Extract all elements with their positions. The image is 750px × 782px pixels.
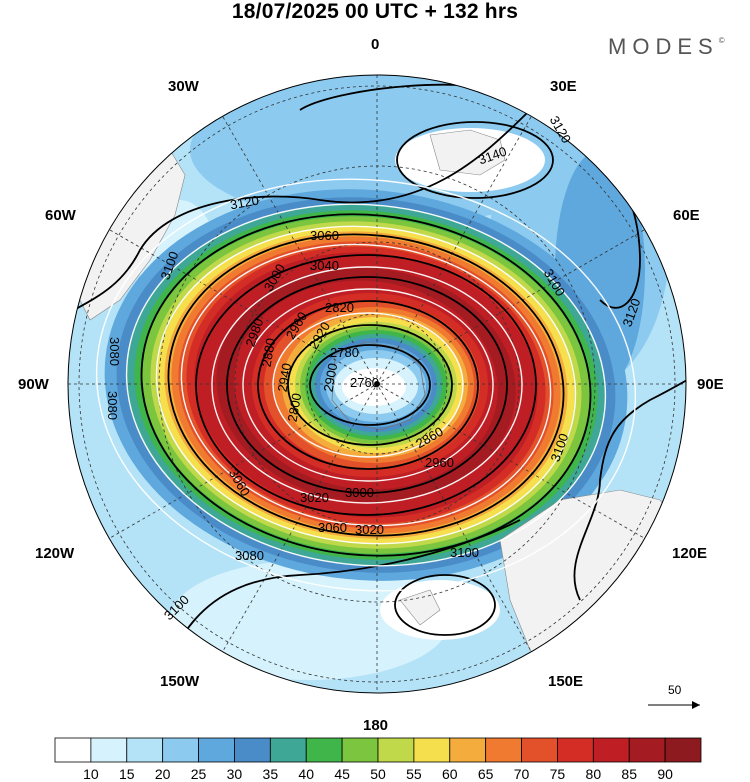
colorbar-swatch: [126, 737, 164, 763]
colorbar-swatch: [234, 737, 271, 763]
lon-label-30e: 30E: [550, 78, 577, 95]
south-pole-marker: [374, 381, 380, 387]
lon-label-60e: 60E: [673, 207, 700, 224]
colorbar-tick-label: 20: [154, 766, 171, 782]
colorbar-swatch: [592, 737, 630, 763]
lon-label-150e: 150E: [548, 673, 584, 690]
colorbar-tick-label: 15: [118, 766, 135, 782]
colorbar-swatch: [305, 737, 343, 763]
colorbar-swatch: [269, 737, 307, 763]
colorbar-tick-label: 10: [83, 766, 99, 782]
contour-label: 2820: [325, 300, 354, 315]
contour-label: 3000: [345, 485, 374, 500]
lon-label-90w: 90W: [18, 376, 49, 393]
lon-label-120e: 120E: [672, 545, 708, 562]
colorbar: [54, 737, 702, 763]
speed-patch-10-south: [170, 560, 450, 680]
colorbar-swatch: [449, 737, 487, 763]
colorbar-tick-label: 85: [621, 766, 638, 782]
map-boundary: [67, 74, 687, 694]
colorbar-tick-label: 35: [262, 766, 279, 782]
contour-label: 2760: [350, 375, 379, 390]
colorbar-swatch: [628, 737, 666, 763]
lon-label-0: 0: [371, 36, 380, 53]
colorbar-tick-label: 55: [406, 766, 422, 782]
colorbar-tick-label: 75: [549, 766, 566, 782]
contour-label: 3020: [300, 490, 329, 505]
colorbar-tick-label: 90: [657, 766, 673, 782]
contour-label: 3080: [235, 548, 264, 563]
colorbar-swatch: [521, 737, 558, 763]
lon-label-180: 180: [363, 717, 389, 734]
colorbar-tick-label: 45: [334, 766, 350, 782]
colorbar-tick-label: 65: [477, 766, 494, 782]
contour-label: 3100: [450, 545, 479, 560]
colorbar-tick-label: 50: [370, 766, 386, 782]
lon-label-90e: 90E: [697, 376, 724, 393]
colorbar-tick-label: 30: [226, 766, 243, 782]
contour-label: 3080: [106, 337, 122, 366]
lon-label-60w: 60W: [45, 207, 76, 224]
lon-label-120w: 120W: [35, 545, 75, 562]
contour-label: 2780: [330, 345, 359, 360]
contour-label: 3060: [310, 228, 339, 243]
colorbar-tick-label: 60: [441, 766, 458, 782]
brand-text: MODES: [608, 34, 719, 59]
colorbar-swatch: [664, 737, 702, 763]
colorbar-tick-label: 80: [585, 766, 602, 782]
colorbar-swatch: [485, 737, 522, 763]
contour-label: 2960: [425, 455, 454, 470]
wind-speed-field: [68, 75, 686, 693]
colorbar-swatch: [198, 737, 235, 763]
brand-mark: ©: [718, 36, 725, 45]
colorbar-swatch: [54, 737, 92, 763]
lon-label-150w: 150W: [160, 673, 200, 690]
colorbar-swatch: [413, 737, 451, 763]
colorbar-tick-label: 70: [513, 766, 530, 782]
brand-logo: MODES©: [608, 34, 725, 60]
new-zealand-land: [399, 589, 441, 626]
colorbar-swatch: [341, 737, 379, 763]
colorbar-swatch: [377, 737, 415, 763]
colorbar-swatch: [557, 737, 594, 763]
contour-label: 3080: [104, 391, 120, 420]
lon-label-30w: 30W: [168, 78, 199, 95]
contour-label: 3020: [355, 522, 384, 537]
colorbar-tick-label: 40: [298, 766, 315, 782]
contour-label: 3040: [310, 258, 339, 273]
colorbar-swatch: [90, 737, 128, 763]
reference-vector-arrow: [648, 701, 700, 709]
africa-tip-land: [429, 129, 506, 176]
colorbar-tick-label: 25: [190, 766, 207, 782]
reference-vector-label: 50: [668, 683, 682, 697]
map-title: 18/07/2025 00 UTC + 132 hrs: [231, 0, 519, 23]
colorbar-swatch: [162, 737, 199, 763]
speed-core-calm: [342, 368, 406, 406]
wind-streamlines: [95, 178, 637, 592]
contour-label: 3060: [318, 520, 347, 535]
